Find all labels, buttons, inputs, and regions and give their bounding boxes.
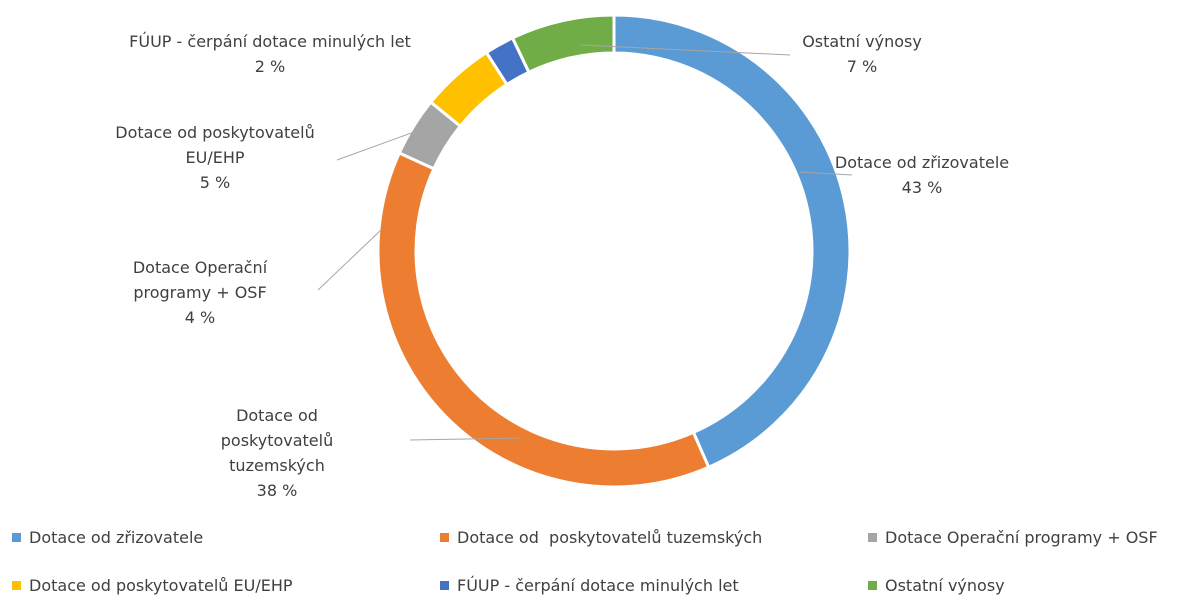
legend-label: Dotace od zřizovatele [29,527,204,547]
legend-swatch [440,532,449,542]
label-name: FÚUP - čerpání dotace minulých let [129,32,411,51]
leader-line [409,437,521,441]
label-value: 7 % [846,57,878,76]
legend-label: Dotace Operační programy + OSF [885,527,1158,547]
legend-item: Dotace od zřizovatele [12,526,203,548]
label-name: Ostatní výnosy [802,32,922,51]
label-value: 5 % [199,173,231,192]
data-label: Dotace od poskytovatelů tuzemských 38 % [182,403,372,503]
data-label: Dotace od poskytovatelů EU/EHP 5 % [90,120,340,195]
label-name: Dotace od poskytovatelů EU/EHP [115,123,320,167]
legend-swatch [868,580,877,590]
label-value: 43 % [901,178,943,197]
legend-swatch [12,532,21,542]
label-value: 38 % [256,481,298,500]
legend-swatch [868,532,877,542]
leader-line [336,127,426,161]
legend-swatch [440,580,449,590]
label-value: 4 % [184,308,216,327]
legend-label: Dotace od poskytovatelů EU/EHP [29,575,293,595]
legend-label: Dotace od poskytovatelů tuzemských [457,527,763,547]
donut-segment [612,13,852,470]
data-label: Dotace od zřizovatele 43 % [822,150,1022,200]
donut-segment [510,13,616,75]
legend-item: Dotace od poskytovatelů tuzemských [440,526,762,548]
data-label: Ostatní výnosy 7 % [762,29,962,79]
leader-line [579,44,791,56]
label-name: Dotace od zřizovatele [834,153,1010,172]
legend-swatch [12,580,21,590]
legend-item: FÚUP - čerpání dotace minulých let [440,574,739,596]
label-name: Dotace od poskytovatelů tuzemských [220,406,339,475]
label-name: Dotace Operační programy + OSF [132,258,273,302]
label-value: 2 % [254,57,286,76]
data-label: FÚUP - čerpání dotace minulých let 2 % [80,29,460,79]
legend-item: Dotace Operační programy + OSF [868,526,1158,548]
data-label: Dotace Operační programy + OSF 4 % [115,255,285,330]
legend-label: Ostatní výnosy [885,575,1005,595]
donut-segment [376,150,711,489]
leader-line [799,171,853,176]
legend-item: Dotace od poskytovatelů EU/EHP [12,574,293,596]
legend-item: Ostatní výnosy [868,574,1005,596]
legend-label: FÚUP - čerpání dotace minulých let [457,575,739,595]
leader-line [317,229,382,291]
